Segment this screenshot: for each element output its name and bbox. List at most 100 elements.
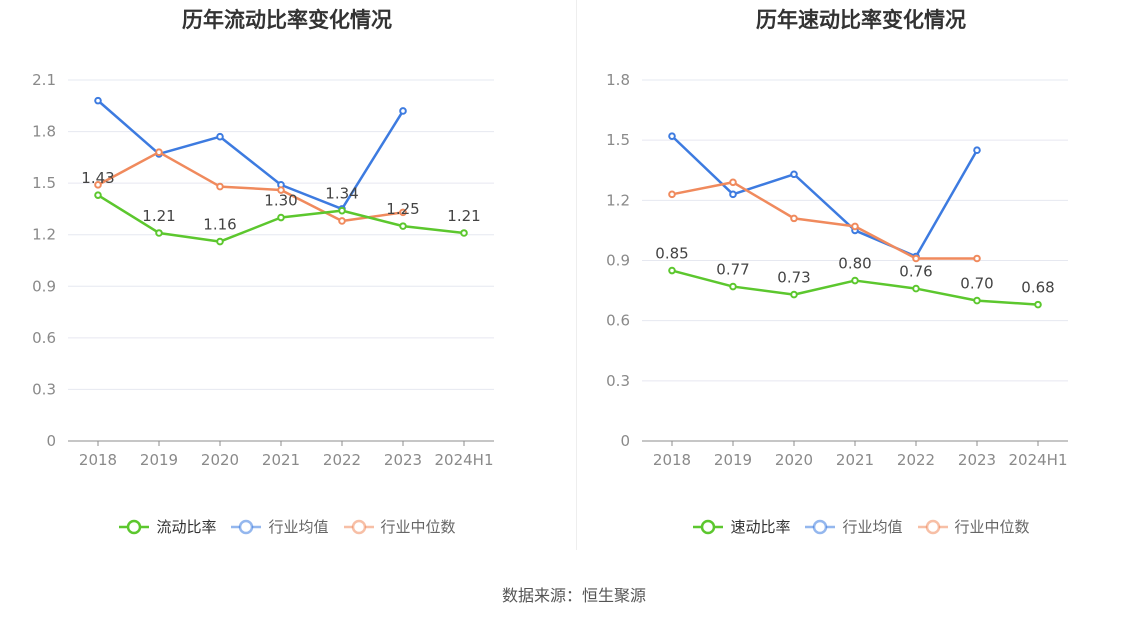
quick-ratio-chart-panel: 历年速动比率变化情况 0 0.3 0.6 0.9 1.2 1.5 1.8 2018 2019 20…: [574, 0, 1148, 560]
y-tick-label: 0: [46, 432, 56, 450]
x-tick-label: 2019: [140, 451, 178, 469]
x-tick-label: 2021: [836, 451, 874, 469]
data-point: [94, 191, 102, 199]
legend-line-marker-icon: [693, 519, 724, 534]
y-tick-label: 0.3: [606, 372, 630, 390]
y-tick-label: 1.5: [32, 174, 56, 192]
data-point: [338, 206, 346, 215]
data-point: [973, 146, 981, 154]
legend-label: 速动比率: [730, 518, 791, 536]
chart-legend: 流动比率 行业均值 行业中位数: [0, 516, 574, 537]
legend-label: 行业均值: [842, 518, 903, 536]
data-point: [668, 266, 676, 275]
y-tick-label: 0.9: [32, 277, 56, 295]
legend-line-marker-icon: [805, 519, 836, 534]
data-point: [851, 276, 859, 285]
chart-title: 历年流动比率变化情况: [182, 8, 392, 32]
series-line: [671, 181, 977, 260]
chart-legend: 速动比率 行业均值 行业中位数: [574, 516, 1148, 537]
data-point: [94, 181, 102, 189]
data-point: [460, 229, 468, 237]
data-label: 1.30: [264, 192, 297, 210]
series-line: [97, 150, 404, 223]
x-tick-label: 2020: [775, 451, 813, 469]
x-tick-label: 2023: [958, 451, 996, 469]
data-label: 1.34: [325, 185, 358, 203]
legend-item[interactable]: 行业中位数: [917, 516, 1030, 537]
x-tick-label: 2022: [897, 451, 935, 469]
legend-item[interactable]: 流动比率: [118, 516, 216, 537]
data-label: 1.43: [81, 169, 114, 187]
y-tick-label: 2.1: [32, 71, 56, 89]
x-tick-label: 2018: [653, 451, 691, 469]
panel-divider: [576, 0, 577, 550]
data-source-note: 数据来源：恒生聚源: [501, 586, 646, 605]
data-point: [729, 178, 737, 187]
current-ratio-chart-panel: 历年流动比率变化情况 0 0.3 0.6 0.9 1.2 1.5 1.8 2.1 2018 201…: [0, 0, 574, 560]
y-tick-label: 1.2: [32, 226, 56, 244]
legend-item[interactable]: 行业均值: [804, 516, 903, 537]
y-tick-label: 1.8: [32, 123, 56, 141]
x-tick-label: 2020: [201, 451, 239, 469]
data-point: [94, 96, 102, 105]
legend-line-marker-icon: [343, 519, 374, 534]
data-point: [216, 182, 224, 191]
data-point: [729, 282, 737, 291]
x-tick-label: 2018: [79, 451, 117, 469]
legend-line-marker-icon: [917, 519, 948, 534]
data-point: [216, 132, 224, 141]
data-label: 1.25: [386, 200, 419, 218]
data-point: [338, 217, 346, 225]
data-point: [216, 237, 224, 246]
data-point: [790, 170, 798, 179]
legend-label: 行业均值: [268, 518, 329, 536]
data-point: [399, 107, 407, 115]
legend-item[interactable]: 速动比率: [692, 516, 790, 537]
legend-item[interactable]: 行业中位数: [343, 516, 456, 537]
quick-ratio-line-chart: 0 0.3 0.6 0.9 1.2 1.5 1.8 2018 2019 2020 2021 2022 2…: [606, 71, 1068, 469]
data-point: [399, 222, 407, 230]
data-label: 0.68: [1021, 279, 1054, 297]
y-tick-label: 0.9: [606, 252, 630, 270]
data-point: [155, 148, 163, 156]
legend-item[interactable]: 行业均值: [230, 516, 329, 537]
data-point: [912, 284, 920, 293]
data-label: 0.85: [655, 245, 688, 263]
y-tick-label: 1.8: [606, 71, 630, 89]
data-label: 1.21: [142, 207, 175, 225]
data-point: [973, 296, 981, 305]
data-point: [790, 214, 798, 223]
data-point: [1034, 300, 1042, 309]
data-point: [973, 254, 981, 263]
y-tick-label: 0.3: [32, 380, 56, 398]
x-tick-label: 2019: [714, 451, 752, 469]
y-tick-label: 0.6: [32, 329, 56, 347]
data-point: [277, 186, 285, 194]
data-point: [912, 254, 920, 263]
legend-label: 流动比率: [156, 518, 217, 536]
current-ratio-line-chart: 0 0.3 0.6 0.9 1.2 1.5 1.8 2.1 2018 2019 2020 2021 20…: [32, 71, 494, 469]
data-label: 0.76: [899, 263, 932, 281]
data-label: 1.21: [447, 207, 480, 225]
chart-title: 历年速动比率变化情况: [756, 8, 966, 32]
data-label: 0.73: [777, 269, 810, 287]
data-point: [155, 229, 163, 237]
legend-label: 行业中位数: [380, 518, 456, 536]
x-tick-label: 2024H1: [435, 451, 494, 469]
series-line: [97, 99, 405, 211]
data-point: [399, 208, 407, 217]
x-tick-label: 2023: [384, 451, 422, 469]
y-tick-label: 0.6: [606, 312, 630, 330]
data-point: [729, 190, 737, 199]
y-tick-label: 1.5: [606, 131, 630, 149]
data-point: [851, 222, 859, 231]
data-point: [668, 190, 676, 199]
data-label: 0.77: [716, 261, 749, 279]
legend-label: 行业中位数: [954, 518, 1030, 536]
data-label: 0.70: [960, 275, 993, 293]
x-tick-label: 2022: [323, 451, 361, 469]
data-point: [277, 213, 285, 222]
data-point: [790, 290, 798, 299]
legend-line-marker-icon: [231, 519, 262, 534]
data-point: [668, 132, 676, 140]
